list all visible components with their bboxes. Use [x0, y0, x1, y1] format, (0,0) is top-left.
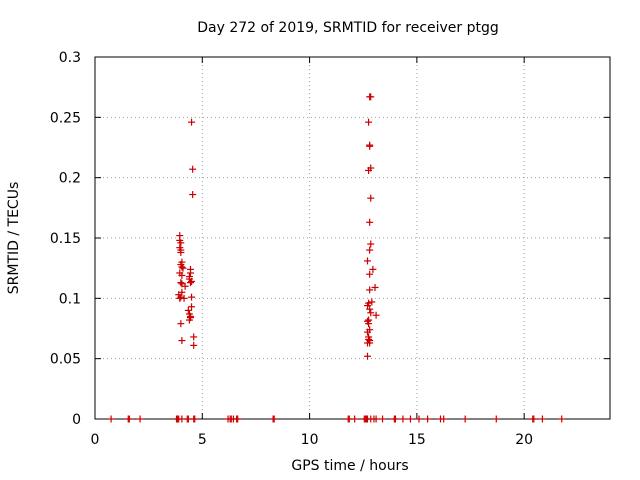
data-point — [530, 415, 538, 423]
data-point — [364, 352, 372, 360]
y-tick-label: 0 — [72, 412, 81, 428]
data-point — [178, 337, 186, 345]
y-tick-label: 0.1 — [59, 291, 81, 307]
data-point — [365, 118, 373, 126]
x-tick-label: 15 — [408, 432, 426, 448]
data-point — [270, 415, 278, 423]
data-point — [366, 270, 374, 278]
data-point — [177, 279, 185, 287]
data-point — [367, 194, 375, 202]
y-tick-label: 0.25 — [50, 110, 81, 126]
data-point — [372, 311, 380, 319]
data-point — [190, 341, 198, 349]
chart-title: Day 272 of 2019, SRMTID for receiver ptg… — [197, 20, 499, 36]
data-point — [366, 305, 374, 313]
data-point — [492, 415, 500, 423]
data-point — [178, 288, 186, 296]
data-point — [369, 265, 377, 273]
data-point — [372, 415, 380, 423]
data-point — [177, 320, 185, 328]
data-point — [185, 275, 193, 283]
data-point — [368, 298, 376, 306]
data-point — [538, 415, 546, 423]
x-tick-label: 5 — [198, 432, 207, 448]
data-point — [186, 269, 194, 277]
data-point — [177, 248, 185, 256]
data-point — [188, 303, 196, 311]
data-point — [365, 299, 373, 307]
data-point — [184, 306, 192, 314]
data-point — [365, 320, 373, 328]
data-point — [190, 333, 198, 341]
y-tick-label: 0.3 — [59, 50, 81, 66]
data-point — [234, 415, 242, 423]
data-point — [399, 415, 407, 423]
data-point — [366, 218, 374, 226]
data-point — [181, 282, 189, 290]
data-point — [365, 166, 373, 174]
data-point — [365, 335, 373, 343]
x-tick-label: 10 — [301, 432, 319, 448]
data-point — [366, 286, 374, 294]
data-point — [177, 293, 185, 301]
x-tick-label: 20 — [515, 432, 533, 448]
data-point — [440, 415, 448, 423]
x-tick-label: 0 — [91, 432, 100, 448]
x-tick-labels: 0 5 10 15 20 — [91, 432, 534, 448]
data-point — [136, 415, 144, 423]
data-point — [189, 165, 197, 173]
data-point — [351, 415, 359, 423]
data-point — [366, 246, 374, 254]
data-point — [406, 415, 414, 423]
data-point — [364, 328, 372, 336]
data-point — [367, 240, 375, 248]
data-point — [180, 294, 188, 302]
data-point — [415, 415, 423, 423]
y-tick-label: 0.2 — [59, 171, 81, 187]
data-point — [364, 257, 372, 265]
data-point — [367, 309, 375, 317]
data-point — [366, 142, 374, 150]
grid-lines — [95, 57, 610, 419]
data-point — [191, 415, 199, 423]
y-tick-labels: 0 0.05 0.1 0.15 0.2 0.25 0.3 — [50, 50, 81, 428]
data-point — [188, 293, 196, 301]
data-point — [125, 415, 133, 423]
data-point — [177, 239, 185, 247]
axis-ticks — [94, 56, 610, 420]
data-point — [178, 263, 186, 271]
data-point — [178, 271, 186, 279]
y-axis-label: SRMTID / TECUs — [6, 182, 22, 295]
data-point — [107, 415, 115, 423]
y-tick-label: 0.15 — [50, 231, 81, 247]
data-point — [189, 191, 197, 199]
y-tick-label: 0.05 — [50, 352, 81, 368]
data-point — [188, 118, 196, 126]
data-point — [186, 312, 194, 320]
data-point — [186, 279, 194, 287]
x-axis-label: GPS time / hours — [291, 458, 408, 474]
data-point — [371, 283, 379, 291]
data-point — [461, 415, 469, 423]
plot-frame — [94, 56, 611, 420]
data-point — [379, 415, 387, 423]
data-point — [185, 316, 193, 324]
data-points — [107, 93, 566, 423]
data-point — [367, 93, 375, 101]
data-point — [391, 415, 399, 423]
data-point — [179, 264, 187, 272]
data-point — [558, 415, 566, 423]
data-point — [366, 339, 374, 347]
data-point — [424, 415, 432, 423]
